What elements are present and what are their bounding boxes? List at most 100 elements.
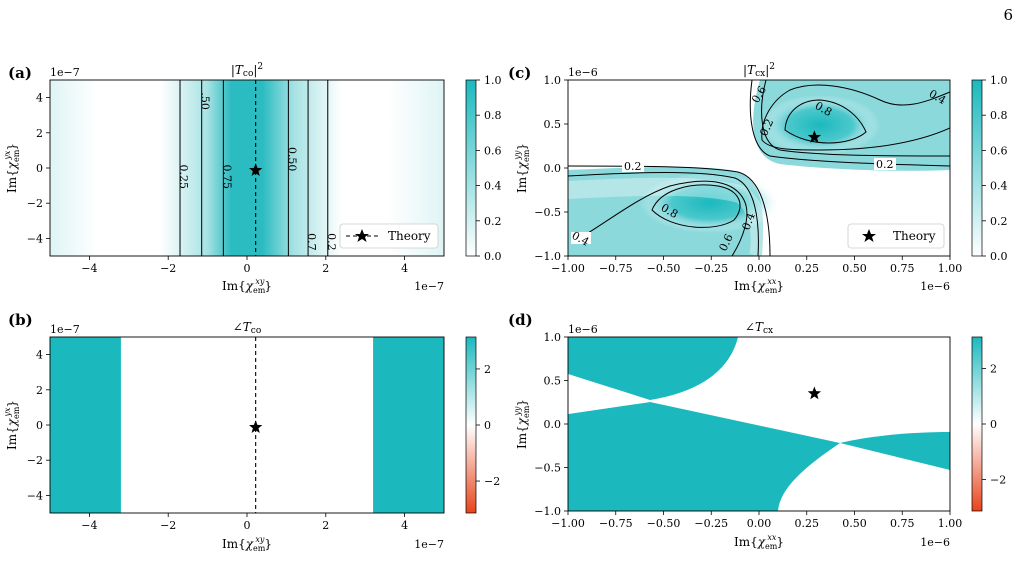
y-tick-label: 1.0 <box>544 331 562 344</box>
panel-a-y-ticks: −4 −2 0 2 4 <box>27 92 50 245</box>
colorbar-tick-label: 0.0 <box>990 250 1008 263</box>
colorbar-tick-label: 0.2 <box>484 215 502 228</box>
x-tick-label: 0.50 <box>842 517 867 530</box>
colorbar-tick-label: 0.4 <box>484 180 502 193</box>
x-tick-label: −0.75 <box>599 262 633 275</box>
panel-a-theory-star <box>249 163 263 176</box>
panel-c-theory-star <box>807 130 822 143</box>
panel-c-clabel-5: 0.2 <box>876 158 894 171</box>
panel-d-region-bottom <box>568 402 950 511</box>
colorbar-tick-label: 0.6 <box>484 144 502 157</box>
x-tick-label: −2 <box>160 262 176 275</box>
panel-c-contour-0.4-lower <box>568 172 759 256</box>
colorbar-tick-label: 1.0 <box>990 74 1008 87</box>
y-tick-label: −1.0 <box>534 505 561 518</box>
panel-c-legend-star <box>862 229 876 242</box>
panel-c-contour-0.4-upper <box>761 80 950 157</box>
panel-c-clabel-6: 0.4 <box>740 211 758 232</box>
panel-c-clabel-bg-5 <box>874 158 896 170</box>
panel-c-colorbar <box>971 79 983 257</box>
panel-c-contour-0.8-upper <box>784 99 867 144</box>
contour-label: 0.7 <box>305 233 318 251</box>
colorbar-tick-label: 0.8 <box>990 109 1008 122</box>
panel-c-y-ticks: −1.0 −0.5 0.0 0.5 1.0 <box>534 74 568 263</box>
panel-d-gap <box>568 374 650 414</box>
panel-c-x-ticks: −1.00 −0.75 −0.50 −0.25 0.00 0.25 0.50 0.75 1.00 <box>551 256 962 275</box>
panel-c-letter: (c) <box>508 64 531 82</box>
panel-d-region-top-left <box>568 337 738 400</box>
y-tick-label: 1.0 <box>544 74 562 87</box>
y-tick-label: 0.0 <box>544 162 562 175</box>
panel-a-legend-label: Theory <box>388 229 431 243</box>
y-tick-label: −2 <box>27 197 43 210</box>
panel-a-legend-box <box>339 223 439 249</box>
x-tick-label: 0.50 <box>842 262 867 275</box>
panel-c-contour-0.8-lower <box>651 184 741 228</box>
panel-a-x-ticks: −4 −2 0 2 4 <box>81 256 408 275</box>
panel-a-xlabel: Im{χemxy} <box>222 277 272 295</box>
x-tick-label: 0.00 <box>747 517 772 530</box>
colorbar-tick-label: 0.8 <box>484 109 502 122</box>
y-tick-label: 2 <box>36 127 43 140</box>
panel-c-ylabel: Im{χemyy} <box>513 143 531 193</box>
colorbar-tick-label: 0.4 <box>990 180 1008 193</box>
colorbar-tick-label: 2 <box>484 363 491 376</box>
contour-label: .50 <box>199 92 212 110</box>
panel-c-x-offset: 1e−6 <box>920 280 950 293</box>
phase-band <box>373 337 444 513</box>
panel-c-clabel-bg-2 <box>571 232 591 244</box>
colorbar-tick-label: 0 <box>484 419 491 432</box>
x-tick-label: −1.00 <box>551 517 585 530</box>
panel-b-title: ∠Tco <box>233 320 262 336</box>
panel-d-x-ticks: −1.00 −0.75 −0.50 −0.25 0.00 0.25 0.50 0.75 1.00 <box>551 511 962 530</box>
panel-c-lower-fade <box>568 177 769 256</box>
panel-a-title: |Tco|2 <box>231 62 263 79</box>
x-tick-label: 0.75 <box>890 262 915 275</box>
panel-a-legend-star <box>355 229 369 242</box>
x-tick-label: −4 <box>81 262 97 275</box>
panel-c-colorbar-ticks: 0.0 0.2 0.4 0.6 0.8 1.0 <box>982 74 1008 263</box>
x-tick-label: −0.25 <box>694 517 728 530</box>
colorbar-tick-label: 0.0 <box>484 250 502 263</box>
panel-a-letter: (a) <box>8 64 32 82</box>
panel-a-colorbar-ticks: 0.0 0.2 0.4 0.6 0.8 1.0 <box>476 74 502 263</box>
x-tick-label: 0 <box>244 519 251 532</box>
x-tick-label: 4 <box>401 262 408 275</box>
panel-d-y-offset: 1e−6 <box>568 323 598 336</box>
x-tick-label: 0.75 <box>890 517 915 530</box>
panel-d-letter: (d) <box>508 311 533 329</box>
y-tick-label: −4 <box>27 232 43 245</box>
panel-c-legend: Theory <box>847 223 945 249</box>
panel-a-legend: Theory <box>339 223 439 249</box>
x-tick-label: 2 <box>322 262 329 275</box>
contour-label: 0.50 <box>285 147 298 172</box>
colorbar-tick-label: −2 <box>484 475 500 488</box>
panel-b-letter: (b) <box>8 311 33 329</box>
y-tick-label: 4 <box>36 349 43 362</box>
contour-label: 0.75 <box>220 165 233 190</box>
x-tick-label: 0.25 <box>795 262 820 275</box>
panel-c-lower-peak <box>640 173 780 233</box>
x-tick-label: −0.25 <box>694 262 728 275</box>
colorbar-tick-label: 1.0 <box>484 74 502 87</box>
x-tick-label: 0.25 <box>795 517 820 530</box>
panel-a-ylabel: Im{χemyx} <box>3 143 21 193</box>
contour-label: 0.25 <box>177 165 190 190</box>
page-number: 6 <box>1003 6 1013 24</box>
x-tick-label: 1.00 <box>938 517 963 530</box>
y-tick-label: −0.5 <box>534 206 561 219</box>
panel-c-contour-0.6-lower <box>579 180 748 256</box>
panel-b-colorbar-ticks: −2 0 2 <box>476 363 500 488</box>
panel-b-xlabel: Im{χemxy} <box>222 535 272 553</box>
panel-c-legend-label: Theory <box>893 229 936 243</box>
y-tick-label: −2 <box>27 454 43 467</box>
panel-d-theory-star <box>807 386 822 400</box>
y-tick-label: 0.5 <box>544 375 562 388</box>
panel-d-y-ticks: −1.0 −0.5 0.0 0.5 1.0 <box>534 331 568 518</box>
colorbar-tick-label: 0 <box>990 418 997 431</box>
panel-b-x-offset: 1e−7 <box>414 538 444 551</box>
y-tick-label: 0.0 <box>544 418 562 431</box>
panel-b-y-ticks: −4 −2 0 2 4 <box>27 349 50 502</box>
